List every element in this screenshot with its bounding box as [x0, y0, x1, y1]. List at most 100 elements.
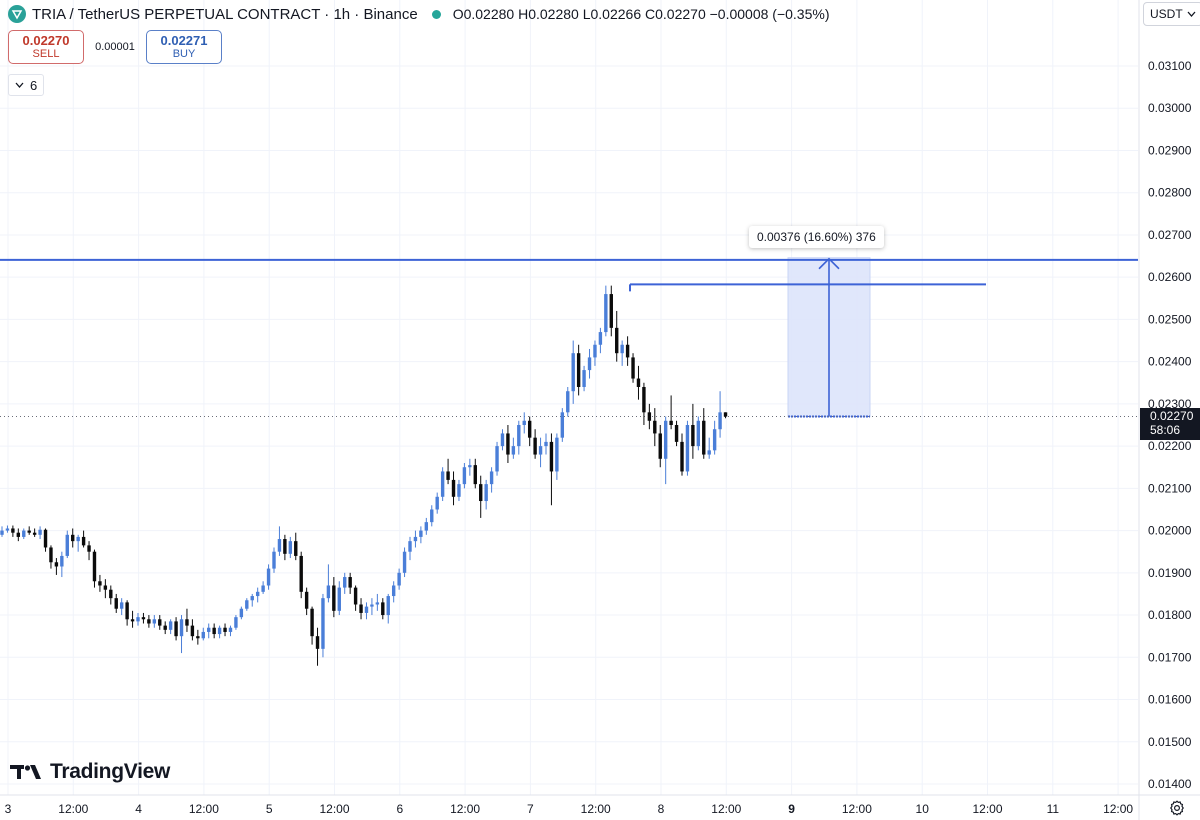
candle-body [663, 420, 668, 459]
candle-body [255, 591, 260, 597]
currency-label: USDT [1150, 7, 1183, 21]
candle [522, 412, 526, 434]
candle-body [440, 471, 445, 497]
x-tick-label: 12:00 [842, 802, 872, 816]
candle [332, 577, 336, 618]
candlesticks [0, 285, 728, 666]
buy-price: 0.02271 [160, 33, 208, 48]
price-axis[interactable]: 0.03100 0.03000 0.02900 0.02800 0.02700 0.026… [1148, 59, 1192, 791]
currency-select[interactable]: USDT [1143, 2, 1200, 26]
candle [5, 525, 10, 533]
candle-body [217, 627, 222, 635]
symbol-title[interactable]: TRIA / TetherUS PERPETUAL CONTRACT · 1h … [32, 5, 418, 23]
candle [500, 429, 505, 451]
indicators-toggle-button[interactable]: 6 [8, 74, 45, 96]
y-tick-label: 0.01400 [1148, 777, 1192, 791]
chevron-down-icon [1187, 11, 1196, 17]
low-value: 0.02266 [590, 6, 642, 22]
candle [473, 458, 477, 489]
candle-body [625, 344, 630, 358]
candle [326, 564, 331, 603]
candle-body [234, 617, 238, 628]
candle-body [163, 625, 167, 630]
candle [391, 581, 396, 603]
measure-label: 0.00376 (16.60%) 376 [749, 226, 884, 248]
candle-body [16, 532, 21, 537]
time-axis[interactable]: 3 12:00 4 12:00 5 12:00 6 12:00 7 12:00 8 12:00 9 12:… [5, 802, 1134, 816]
candle-body [304, 591, 309, 609]
candle [43, 528, 48, 552]
candle-body [647, 412, 652, 421]
candle [620, 340, 624, 366]
candle-body [375, 602, 380, 605]
candle-body [201, 631, 205, 639]
candle [114, 593, 118, 613]
candle-body [60, 555, 64, 567]
y-tick-label: 0.02100 [1148, 481, 1192, 495]
candle [32, 528, 37, 537]
buy-button[interactable]: 0.02271 BUY [146, 30, 222, 64]
candle-body [65, 534, 69, 556]
candle-body [190, 625, 195, 637]
candle-body [364, 606, 369, 613]
candle [130, 610, 135, 628]
candle-body [674, 424, 679, 442]
candle-body [462, 467, 467, 485]
candle [440, 467, 445, 502]
y-tick-label: 0.02000 [1148, 524, 1192, 538]
candle [92, 549, 97, 588]
candle [310, 606, 314, 645]
candle [266, 564, 271, 590]
candle [647, 403, 652, 430]
candle [593, 340, 597, 366]
candle [76, 534, 80, 552]
candle-body [119, 602, 124, 609]
candle-body [272, 551, 276, 569]
candle-body [723, 412, 728, 417]
candle [435, 492, 439, 514]
candle-body [533, 437, 537, 455]
candle [11, 525, 15, 537]
candle-body [598, 332, 603, 345]
x-tick-label: 12:00 [581, 802, 611, 816]
candle [419, 526, 423, 544]
y-tick-label: 0.02200 [1148, 439, 1192, 453]
chart-settings-gear-icon[interactable] [1168, 799, 1186, 817]
candle-body [718, 412, 722, 430]
candle [81, 530, 86, 548]
candle-body [359, 604, 363, 613]
measure-tool[interactable] [787, 257, 871, 418]
candle [321, 593, 325, 658]
tradingview-logo[interactable]: TradingView [10, 760, 170, 784]
candle [685, 420, 690, 476]
candle [201, 627, 205, 641]
candle-body [54, 562, 59, 567]
current-price-tag: 0.02270 58:06 [1140, 408, 1200, 440]
candle-body [511, 446, 516, 455]
candle-body [174, 621, 178, 637]
candle-body [571, 353, 575, 392]
candle-body [43, 529, 48, 548]
candle [381, 598, 385, 620]
candle [49, 545, 53, 569]
candle-body [353, 587, 358, 605]
candle [234, 615, 238, 630]
candle-body [402, 551, 407, 573]
open-label: O [452, 6, 464, 22]
sell-button[interactable]: 0.02270 SELL [8, 30, 84, 64]
high-value: 0.02280 [528, 6, 579, 22]
candle-body [11, 528, 15, 533]
candle [615, 310, 619, 362]
candle [98, 574, 102, 592]
horizontal-lines[interactable] [0, 258, 1138, 292]
candle-body [397, 572, 401, 586]
candle-body [152, 619, 157, 624]
candle-body [424, 522, 429, 531]
candle-body [261, 585, 265, 592]
candle [511, 437, 516, 459]
candle [555, 433, 559, 480]
candle-body [653, 420, 657, 434]
candle-body [446, 471, 450, 480]
candle [674, 420, 679, 447]
